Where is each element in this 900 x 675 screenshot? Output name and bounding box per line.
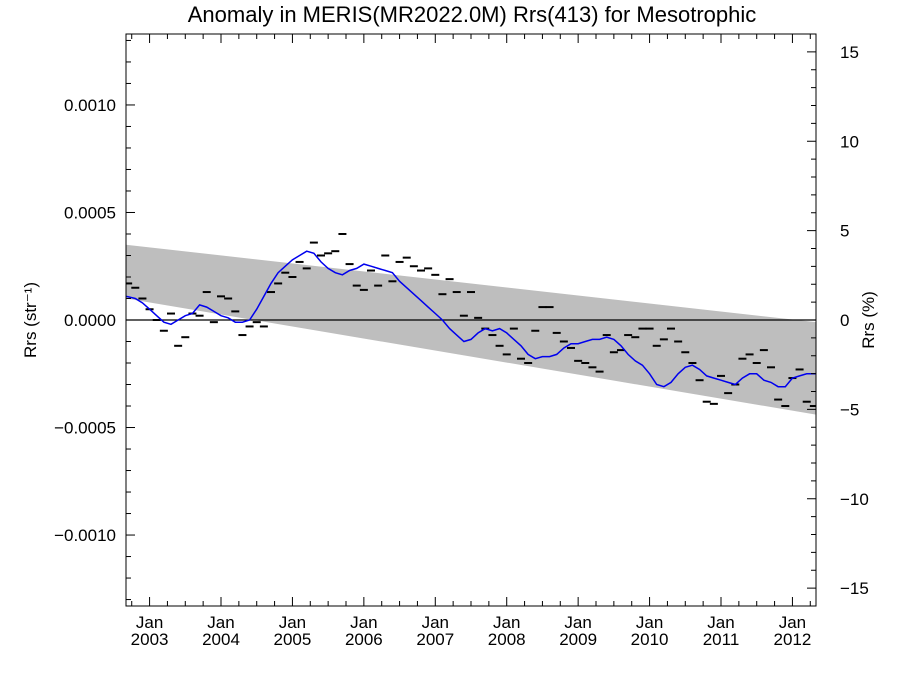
right-tick-label: 10 — [840, 132, 859, 151]
x-tick-month-label: Jan — [207, 613, 234, 632]
x-tick-year-label: 2005 — [274, 630, 312, 649]
left-y-axis: 0.0010 0.0005 0.0000 −0.0005 −0.0010 — [54, 39, 135, 601]
trend-band — [126, 244, 816, 415]
right-tick-label: −10 — [840, 490, 869, 509]
right-tick-label: −5 — [840, 400, 859, 419]
x-axis: Jan2003Jan2004Jan2005Jan2006Jan2007Jan20… — [131, 34, 812, 649]
x-tick-year-label: 2007 — [416, 630, 454, 649]
x-tick-year-label: 2008 — [488, 630, 526, 649]
x-tick-year-label: 2012 — [774, 630, 812, 649]
x-tick-month-label: Jan — [779, 613, 806, 632]
chart-title: Anomaly in MERIS(MR2022.0M) Rrs(413) for… — [188, 2, 757, 27]
x-tick-year-label: 2006 — [345, 630, 383, 649]
x-tick-month-label: Jan — [564, 613, 591, 632]
x-tick-month-label: Jan — [279, 613, 306, 632]
x-tick-year-label: 2003 — [131, 630, 169, 649]
right-tick-label: 15 — [840, 43, 859, 62]
left-tick-label: −0.0005 — [54, 419, 116, 438]
right-axis-label: Rrs (%) — [859, 291, 878, 349]
smoothed-series-line — [126, 250, 816, 388]
right-tick-label: 5 — [840, 222, 849, 241]
left-tick-label: 0.0010 — [64, 96, 116, 115]
left-tick-label: 0.0005 — [64, 203, 116, 222]
x-tick-year-label: 2009 — [559, 630, 597, 649]
x-tick-month-label: Jan — [350, 613, 377, 632]
x-tick-year-label: 2011 — [703, 630, 740, 649]
left-tick-label: 0.0000 — [64, 311, 116, 330]
x-tick-month-label: Jan — [493, 613, 520, 632]
x-tick-month-label: Jan — [422, 613, 449, 632]
right-tick-label: 0 — [840, 311, 849, 330]
right-tick-label: −15 — [840, 579, 869, 598]
left-axis-label: Rrs (str⁻¹) — [21, 282, 40, 358]
x-tick-month-label: Jan — [636, 613, 663, 632]
x-tick-month-label: Jan — [707, 613, 734, 632]
plot-area — [126, 232, 816, 415]
x-tick-year-label: 2010 — [631, 630, 669, 649]
right-y-axis: 15 10 5 0 −5 −10 −15 — [807, 33, 869, 607]
x-tick-year-label: 2004 — [202, 630, 240, 649]
x-tick-month-label: Jan — [136, 613, 163, 632]
left-tick-label: −0.0010 — [54, 526, 116, 545]
